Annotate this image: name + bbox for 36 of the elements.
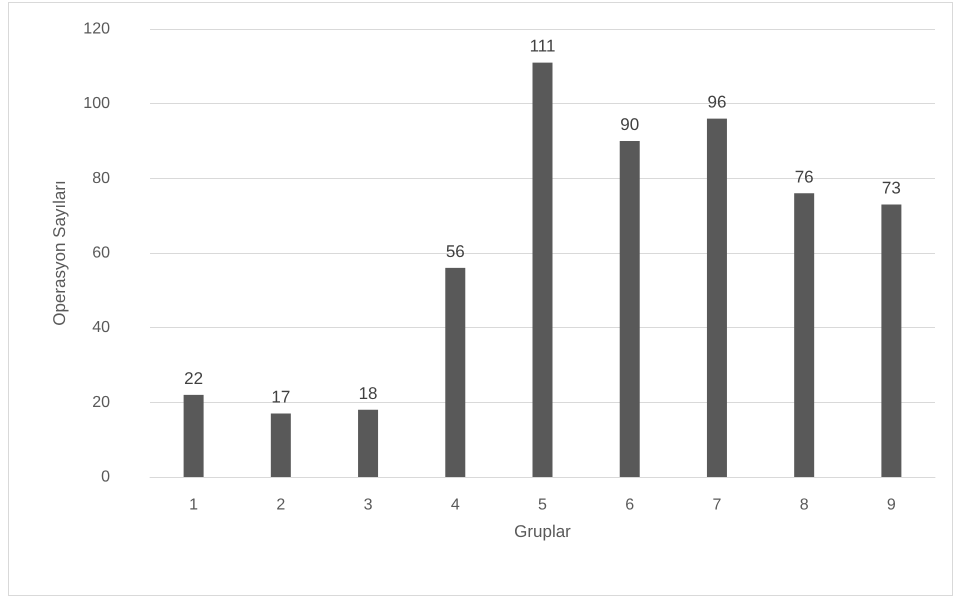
x-tick-label: 8 [800,496,809,514]
data-label: 18 [358,384,378,403]
x-tick-label: 1 [189,496,198,514]
bar [184,394,204,477]
x-tick-label: 9 [886,496,896,514]
x-axis-title: Gruplar [514,522,572,541]
x-tick-label: 3 [364,496,373,514]
data-label: 17 [271,388,290,407]
y-tick-label: 100 [83,95,110,112]
data-label: 56 [446,242,465,261]
data-label: 96 [707,92,726,112]
x-tick-label: 5 [538,496,548,514]
x-tick-label: 6 [625,496,634,514]
y-tick-label: 80 [92,170,110,187]
y-tick-label: 40 [92,319,110,336]
y-tick-label: 60 [92,244,110,262]
data-label: 76 [794,167,814,186]
bar [881,204,902,477]
bar [706,118,727,477]
x-tick-label: 7 [712,496,722,514]
data-label: 22 [184,368,204,388]
bar [270,414,291,477]
y-axis-title: Operasyon Sayıları [50,180,69,326]
data-label: 90 [620,115,640,134]
bar [620,141,640,477]
y-tick-label: 20 [92,394,110,411]
data-label: 111 [530,36,556,56]
x-tick-label: 2 [276,496,286,514]
bar [532,62,552,477]
x-tick-label: 4 [450,496,460,514]
bar [358,410,378,477]
bar [445,268,466,477]
data-label: 73 [882,178,901,198]
y-tick-label: 0 [101,468,110,486]
bar [794,193,814,477]
y-tick-label: 120 [83,20,110,38]
